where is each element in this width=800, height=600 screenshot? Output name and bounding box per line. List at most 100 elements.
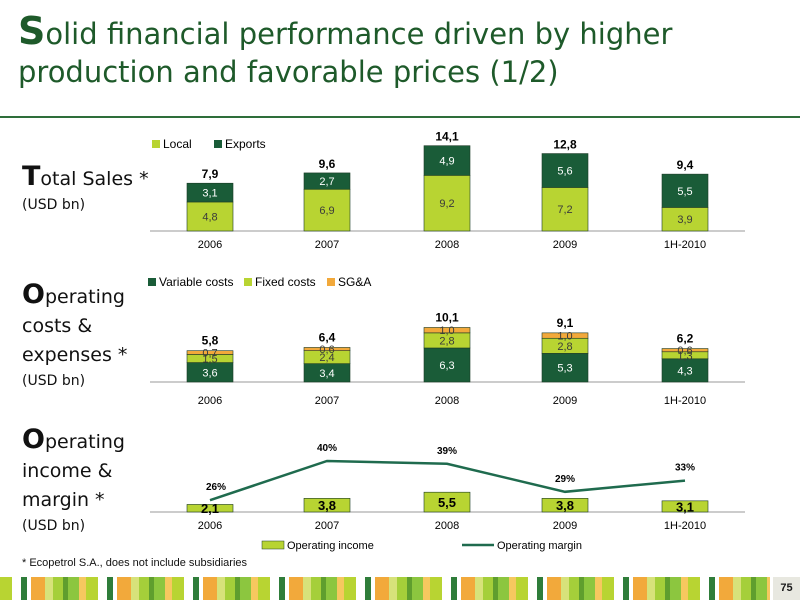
stripe-segment — [321, 577, 326, 600]
stripe-segment — [629, 577, 633, 600]
costs-section-label: Operating costs & expenses * (USD bn) — [22, 280, 127, 392]
stripe-segment — [430, 577, 442, 600]
bar-segment — [186, 350, 234, 355]
bar-segment — [661, 173, 709, 208]
data-label: 4,9 — [439, 156, 454, 168]
stripe-segment — [688, 577, 700, 600]
stripe-segment — [113, 577, 117, 600]
stripe-segment — [681, 577, 688, 600]
legend-label: Exports — [225, 137, 266, 151]
costs-label-initial: O — [22, 279, 45, 310]
margin-label: 33% — [675, 463, 695, 474]
stripe-segment — [356, 577, 365, 600]
stripe-segment — [217, 577, 225, 600]
stripe-segment — [537, 577, 543, 600]
stripe-segment — [561, 577, 569, 600]
income-section-label: Operating income & margin * (USD bn) — [22, 425, 125, 537]
stripe-segment — [21, 577, 27, 600]
data-label: 3,1 — [676, 499, 694, 514]
page-number: 75 — [773, 577, 800, 600]
tick-label: 2009 — [553, 520, 577, 532]
legend-swatch — [148, 278, 156, 286]
stripe-segment — [12, 577, 21, 600]
stripe-segment — [165, 577, 172, 600]
stripe-segment — [53, 577, 63, 600]
income-unit: (USD bn) — [22, 518, 86, 534]
stripe-segment — [475, 577, 483, 600]
data-label: 4,8 — [202, 211, 217, 223]
stripe-segment — [375, 577, 389, 600]
legend-label: Fixed costs — [255, 275, 316, 289]
data-label: 4,3 — [677, 365, 692, 377]
legend-swatch — [152, 140, 160, 148]
stripe-segment — [225, 577, 235, 600]
bar-segment — [303, 188, 351, 232]
stripe-segment — [131, 577, 139, 600]
stripe-segment — [633, 577, 647, 600]
tick-label: 2006 — [198, 520, 222, 532]
stripe-segment — [240, 577, 251, 600]
bar-segment — [303, 172, 351, 190]
stripe-segment — [389, 577, 397, 600]
stripe-segment — [365, 577, 371, 600]
bar-segment — [423, 327, 471, 334]
stripe-segment — [258, 577, 270, 600]
total-label: 9,1 — [557, 316, 574, 330]
stripe-segment — [193, 577, 199, 600]
operating-costs-chart: Variable costs Fixed costs SG&A3,61,50,75,… — [148, 275, 745, 407]
bar-segment — [541, 187, 589, 232]
title-divider — [0, 116, 800, 118]
stripe-segment — [602, 577, 614, 600]
stripe-segment — [172, 577, 184, 600]
data-label: 3,8 — [556, 498, 574, 513]
bar — [541, 498, 589, 513]
stripe-segment — [63, 577, 68, 600]
tick-label: 2007 — [315, 395, 339, 407]
stripe-segment — [407, 577, 412, 600]
data-label: 2,1 — [201, 501, 219, 516]
sales-section-label: Total Sales * (USD bn) — [22, 162, 149, 216]
sales-unit: (USD bn) — [22, 197, 86, 213]
data-label: 6,9 — [319, 205, 334, 217]
footnote: * Ecopetrol S.A., does not include subsi… — [22, 557, 248, 569]
data-label: 1,0 — [439, 325, 454, 337]
stripe-segment — [451, 577, 457, 600]
sales-label-text: otal Sales * — [40, 168, 149, 190]
stripe-segment — [647, 577, 655, 600]
data-label: 5,5 — [677, 186, 692, 198]
legend-swatch — [261, 540, 285, 550]
stripe-segment — [614, 577, 623, 600]
bar-segment — [423, 175, 471, 232]
bar-segment — [186, 182, 234, 203]
bar — [423, 491, 471, 513]
total-label: 7,9 — [202, 167, 219, 181]
tick-label: 2006 — [198, 239, 222, 251]
operating-income-chart: 2,1 2006 3,8 2007 5,5 2008 3,8 2009 3,1 1H-2010 26… — [150, 443, 745, 552]
stripe-segment — [767, 577, 770, 600]
stripe-segment — [584, 577, 595, 600]
stripe-segment — [412, 577, 423, 600]
stripe-segment — [543, 577, 547, 600]
costs-label-line2: costs & — [22, 315, 93, 337]
stripe-segment — [751, 577, 756, 600]
tick-label: 2009 — [553, 395, 577, 407]
stripe-segment — [665, 577, 670, 600]
bar-segment — [423, 347, 471, 383]
stripe-segment — [184, 577, 193, 600]
tick-label: 1H-2010 — [664, 520, 706, 532]
data-label: 5,3 — [557, 363, 572, 375]
tick-label: 2006 — [198, 395, 222, 407]
stripe-segment — [149, 577, 154, 600]
stripe-segment — [68, 577, 79, 600]
data-label: 7,2 — [557, 204, 572, 216]
stripe-segment — [516, 577, 528, 600]
stripe-segment — [235, 577, 240, 600]
stripe-segment — [483, 577, 493, 600]
stripe-segment — [397, 577, 407, 600]
legend-label: Operating income — [287, 540, 374, 552]
data-label: 9,2 — [439, 198, 454, 210]
stripe-segment — [569, 577, 579, 600]
stripe-segment — [579, 577, 584, 600]
stripe-segment — [203, 577, 217, 600]
stripe-segment — [311, 577, 321, 600]
